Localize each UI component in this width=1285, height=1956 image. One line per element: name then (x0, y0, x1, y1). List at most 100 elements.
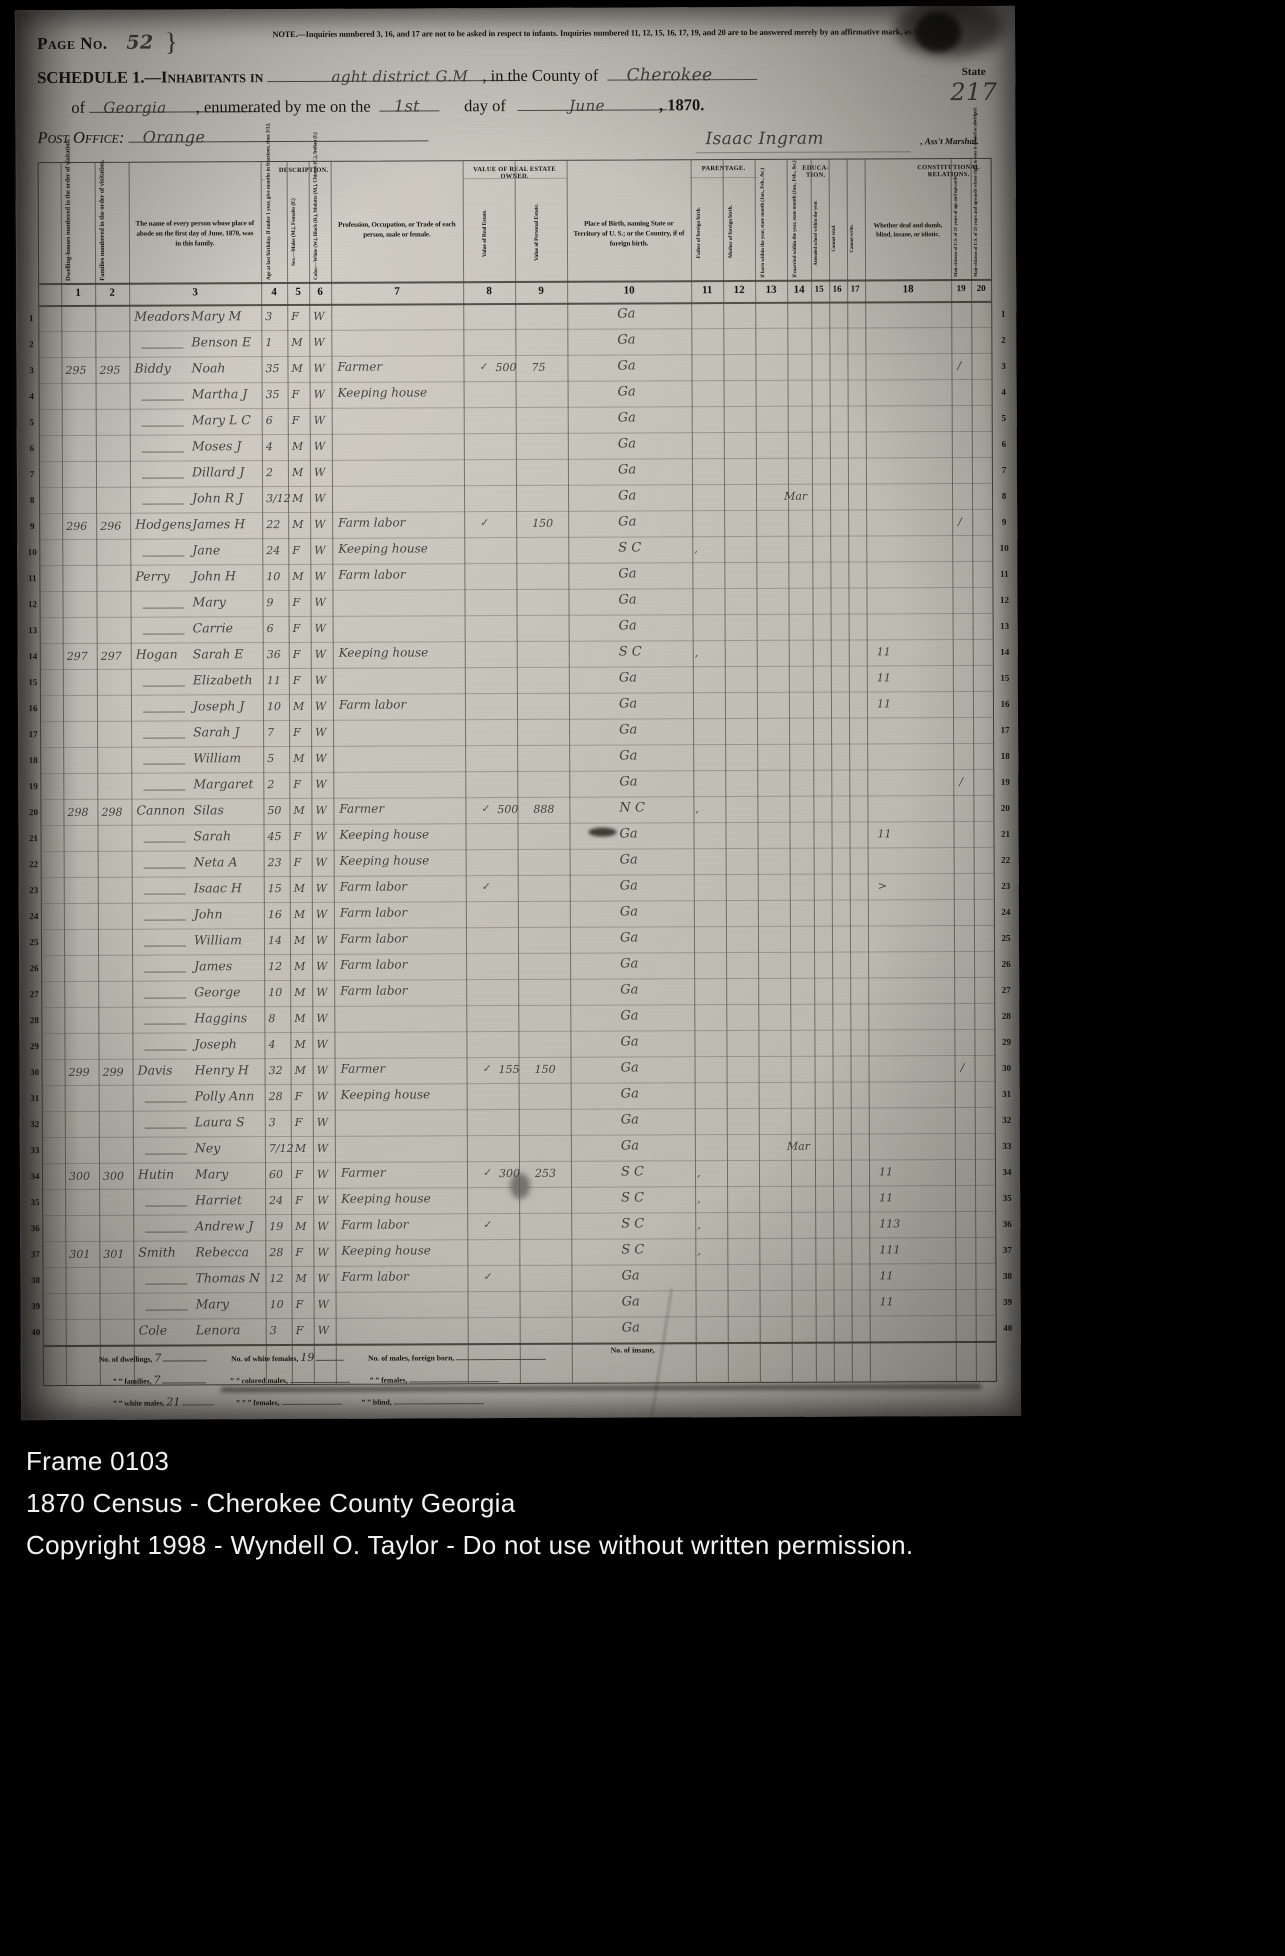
ditto-dash (145, 1231, 188, 1234)
cell-sex: M (293, 751, 305, 765)
cell-education-marks: > (877, 879, 888, 893)
row-number-left: 10 (27, 547, 37, 558)
cell-color: W (315, 777, 327, 791)
row-number-left: 34 (30, 1171, 40, 1182)
cell-surname: Davis (137, 1062, 173, 1078)
row-number-right: 22 (1001, 854, 1011, 865)
cell-color: W (313, 335, 325, 349)
row-number-left: 40 (31, 1327, 41, 1338)
column-number-4: 4 (271, 286, 277, 299)
cell-surname: Smith (138, 1244, 176, 1260)
cell-dwelling-number: 300 (68, 1169, 91, 1183)
cell-birthplace: S C (621, 1242, 645, 1258)
cell-occupation: Farm labor (339, 879, 408, 894)
cell-birthplace: Ga (617, 332, 636, 348)
cell-sex: F (295, 1245, 304, 1259)
cell-sex: F (291, 387, 300, 401)
cell-sex: M (293, 881, 306, 895)
cell-given-name: Joseph J (192, 698, 245, 714)
cell-real-estate-tick: ✓ (483, 1270, 493, 1284)
cell-given-name: John (193, 906, 223, 922)
row-number-left: 19 (28, 781, 38, 792)
cell-sex: F (291, 413, 300, 427)
cell-age: 5 (267, 752, 275, 766)
row-number-right: 6 (1001, 438, 1007, 449)
cell-parentage-mark: , (697, 1244, 701, 1258)
row-number-left: 16 (28, 703, 38, 714)
row-number-left: 28 (29, 1015, 39, 1026)
county-value: Cherokee (626, 65, 713, 86)
row-number-left: 33 (30, 1145, 40, 1156)
cell-dwelling-number: 299 (68, 1065, 90, 1079)
row-number-right: 36 (1002, 1218, 1012, 1229)
cell-birthplace: S C (618, 644, 642, 660)
cell-color: W (317, 1271, 329, 1285)
cell-given-name: Henry H (194, 1062, 249, 1078)
cell-age: 45 (267, 830, 282, 844)
column-header-14: If married within the year, state month … (791, 160, 799, 278)
cell-birthplace: Ga (618, 514, 637, 530)
cell-citizen-mark: / (958, 515, 962, 529)
row-number-left: 9 (29, 521, 35, 532)
row-number-right: 13 (1000, 620, 1010, 631)
cell-surname: Cole (138, 1322, 168, 1338)
state-date-line: of Georgia , enumerated by me on the 1st… (37, 94, 884, 118)
group-header-description: DESCRIPTION. (278, 166, 329, 175)
cell-given-name: Polly Ann (194, 1088, 255, 1104)
ditto-dash (145, 1205, 188, 1208)
subdivision-value: aght district G.M (331, 67, 469, 86)
cell-personal-estate-value: 253 (534, 1166, 557, 1180)
ditto-dash (142, 711, 185, 714)
ditto-dash (144, 1153, 187, 1156)
row-number-left: 17 (28, 729, 38, 740)
cell-birthplace: Ga (619, 904, 639, 920)
ditto-dash (142, 685, 185, 688)
cell-given-name: Dillard J (191, 464, 245, 480)
cell-birthplace: Ga (619, 930, 639, 946)
ditto-dash (141, 451, 184, 454)
cell-color: W (316, 959, 328, 973)
cell-month-marker: Mar (784, 489, 808, 503)
summary-white-males-label: ” ” white males, (112, 1398, 165, 1408)
cell-education-marks: 11 (877, 827, 892, 841)
cell-surname: Hogan (135, 646, 178, 662)
row-number-left: 21 (29, 833, 39, 844)
cell-sex: F (295, 1323, 304, 1337)
cell-birthplace: Ga (617, 410, 636, 426)
census-table: DESCRIPTION. VALUE OF REAL ESTATE OWNED.… (28, 107, 1012, 1387)
cell-month-marker: Mar (786, 1139, 811, 1153)
cell-birthplace: Ga (620, 1086, 639, 1102)
cell-birthplace: Ga (620, 1060, 639, 1076)
summary-families-value: 7 (153, 1373, 161, 1387)
cell-citizen-mark: / (957, 359, 962, 373)
cell-age: 3 (268, 1116, 276, 1130)
summary-families-label: ” ” families, (112, 1376, 152, 1386)
cell-personal-estate-value: 75 (531, 360, 546, 374)
schedule-label: SCHEDULE 1.—Inhabitants in (37, 67, 264, 88)
cell-given-name: Lenora (195, 1322, 241, 1338)
cell-occupation: Farm labor (338, 697, 407, 712)
cell-birthplace: Ga (619, 722, 638, 738)
row-number-left: 25 (29, 937, 39, 948)
cell-birthplace: Ga (621, 1294, 640, 1310)
row-number-right: 14 (1000, 646, 1010, 657)
cell-color: W (317, 1245, 329, 1259)
cell-occupation: Keeping house (341, 1243, 431, 1258)
cell-sex: F (293, 855, 302, 869)
cell-given-name: Mary (195, 1296, 229, 1312)
column-number-2: 2 (109, 286, 115, 299)
row-number-left: 12 (27, 599, 38, 610)
row-number-right: 8 (1001, 490, 1007, 501)
cell-color: W (317, 1323, 330, 1337)
row-number-left: 14 (28, 651, 38, 662)
cell-color: W (315, 907, 328, 921)
caption-line-copyright: Copyright 1998 - Wyndell O. Taylor - Do … (26, 1530, 914, 1560)
cell-family-number: 300 (102, 1169, 125, 1183)
summary-white-females-label: No. of white females, (231, 1353, 299, 1364)
cell-real-estate-value: 155 (498, 1062, 520, 1077)
cell-age: 6 (265, 414, 273, 428)
cell-real-estate-value: 500 (497, 802, 519, 817)
column-number-11: 11 (701, 284, 713, 297)
row-number-right: 25 (1001, 932, 1011, 943)
row-number-left: 36 (30, 1223, 40, 1234)
